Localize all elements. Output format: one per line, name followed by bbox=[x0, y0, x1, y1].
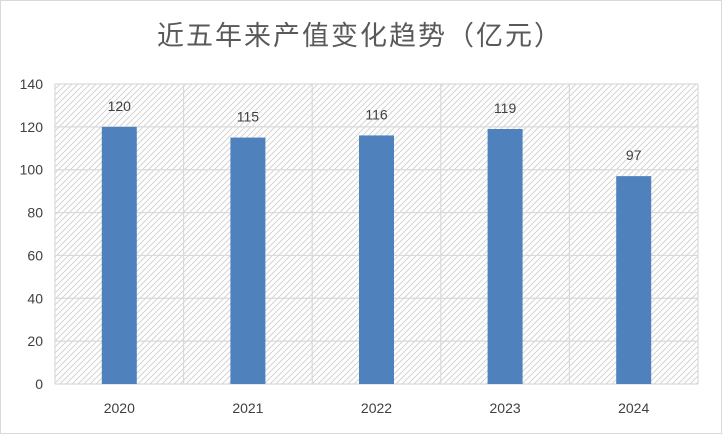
y-tick-label: 100 bbox=[20, 162, 44, 178]
y-tick-label: 80 bbox=[27, 205, 43, 221]
x-tick-label: 2021 bbox=[232, 400, 263, 416]
y-tick-label: 40 bbox=[27, 290, 43, 306]
x-tick-label: 2022 bbox=[361, 400, 392, 416]
bar bbox=[230, 137, 266, 384]
x-tick-label: 2020 bbox=[104, 400, 135, 416]
bar bbox=[616, 176, 652, 384]
chart-title: 近五年来产值变化趋势（亿元） bbox=[157, 21, 563, 52]
bar bbox=[359, 135, 394, 384]
data-label: 120 bbox=[108, 98, 132, 114]
data-label: 116 bbox=[365, 106, 388, 122]
y-tick-label: 120 bbox=[20, 119, 44, 135]
x-tick-label: 2024 bbox=[618, 400, 649, 416]
data-label: 97 bbox=[626, 147, 642, 163]
bar bbox=[487, 129, 523, 384]
y-tick-label: 20 bbox=[27, 333, 43, 349]
y-tick-label: 60 bbox=[27, 247, 43, 263]
data-label: 115 bbox=[237, 109, 260, 125]
x-tick-label: 2023 bbox=[490, 400, 521, 416]
y-tick-label: 140 bbox=[20, 76, 44, 92]
data-label: 119 bbox=[494, 100, 517, 116]
bar bbox=[101, 126, 137, 384]
y-tick-label: 0 bbox=[35, 376, 43, 392]
